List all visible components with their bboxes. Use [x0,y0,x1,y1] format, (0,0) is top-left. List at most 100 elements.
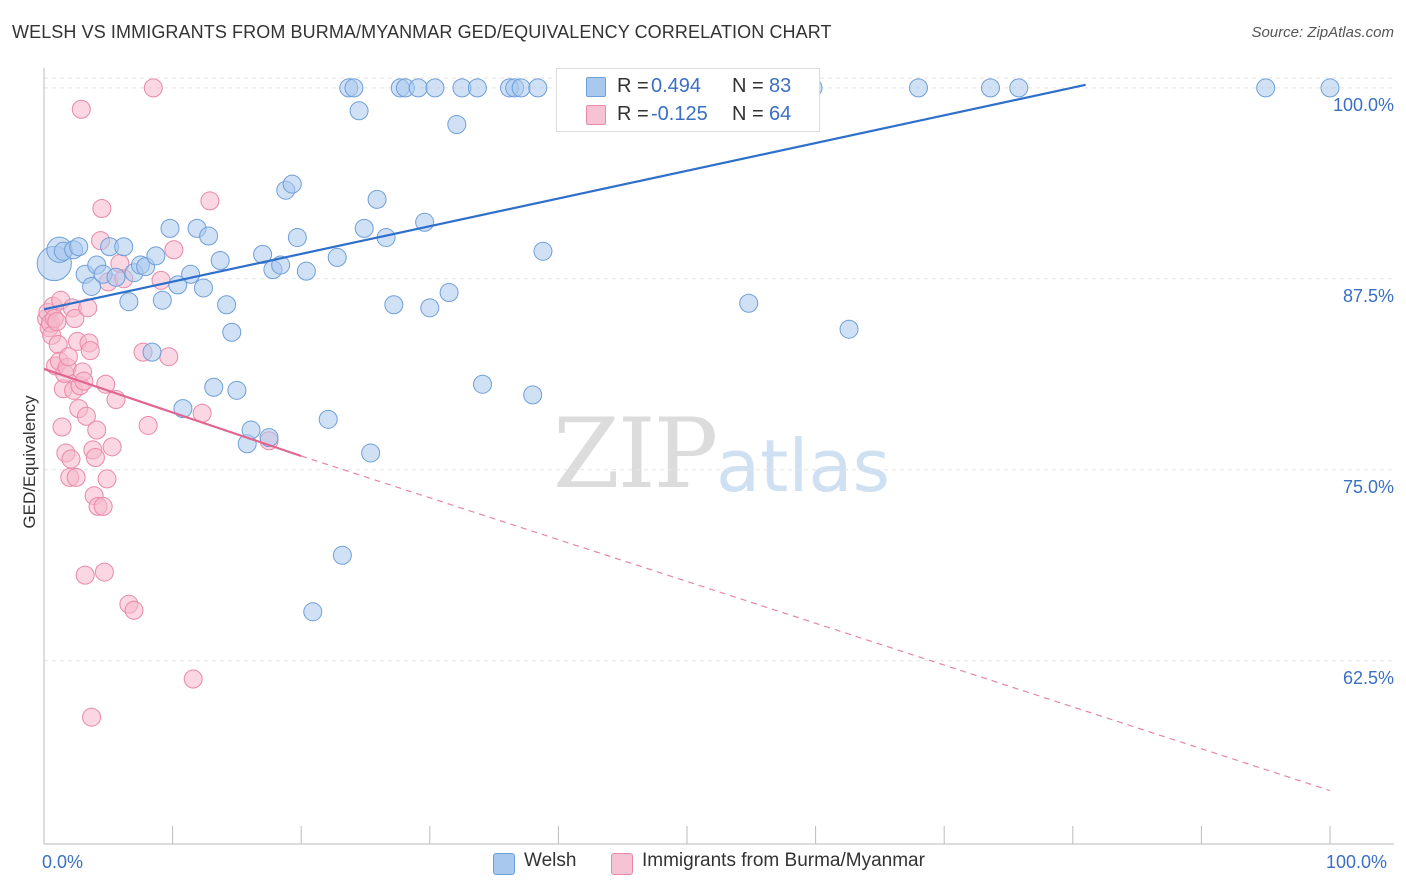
burma-point [159,347,179,367]
legend-r-value-welsh: 0.494 [651,75,702,97]
welsh-point [222,322,242,342]
welsh-point [152,290,172,310]
burma-point [138,415,158,435]
legend-n-label: N = [732,103,764,125]
welsh-point [142,342,162,362]
welsh-point [282,174,302,194]
welsh-point [119,292,139,312]
chart-source: Source: ZipAtlas.com [1251,24,1394,41]
y-tick-label-62-5: 62.5% [1342,667,1394,688]
burma-point [102,437,122,457]
welsh-point [287,228,307,248]
burma-point [75,565,95,585]
burma-point [164,240,184,260]
legend-n-label: N = [732,75,764,97]
axes [43,68,1394,845]
welsh-point [217,295,237,315]
welsh-point [114,237,134,257]
burma-point [200,191,220,211]
chart-title: WELSH VS IMMIGRANTS FROM BURMA/MYANMAR G… [12,22,832,42]
welsh-point [160,218,180,238]
legend-n-value-burma: 64 [769,103,792,125]
legend-swatch-burma [586,105,606,125]
welsh-point [318,409,338,429]
welsh-point [106,267,126,287]
welsh-point [1320,78,1340,98]
welsh-point [354,218,374,238]
welsh-point [467,78,487,98]
welsh-point [181,264,201,284]
welsh-point [82,276,102,296]
welsh-point [384,295,404,315]
burma-point [58,347,78,367]
legend-r-value-burma: -0.125 [651,103,708,125]
burma-point [71,99,91,119]
welsh-point [533,241,553,261]
welsh-point [439,283,459,303]
welsh-point [447,115,467,135]
welsh-point [253,244,273,264]
welsh-point [523,385,543,405]
welsh-point [227,380,247,400]
burma-point [74,371,94,391]
welsh-point [173,399,193,419]
burma-point [76,406,96,426]
burma-point [52,417,72,437]
welsh-point [408,78,428,98]
burma-point [93,496,113,516]
welsh-point [193,278,213,298]
welsh-trend-line [43,83,1086,311]
burma-point [97,469,117,489]
watermark-atlas: atlas [716,424,890,508]
welsh-point [210,250,230,270]
welsh-point [69,237,89,257]
welsh-point [511,78,531,98]
burma-point [92,199,112,219]
welsh-point [908,78,928,98]
burma-point [80,341,100,361]
y-tick-label-87-5: 87.5% [1342,285,1394,306]
welsh-point [349,101,369,121]
burma-point [85,448,105,468]
burma-point [66,467,86,487]
welsh-point [425,78,445,98]
burma-point [124,600,144,620]
series-legend-label-welsh: Welsh [524,850,577,871]
series-legend-swatch-welsh [493,853,515,875]
watermark-zip: ZIP [553,398,718,510]
welsh-point [361,443,381,463]
y-axis-title: GED/Equivalency [20,395,39,529]
welsh-point [332,545,352,565]
welsh-point [473,374,493,394]
legend-swatch-welsh [586,77,606,97]
data-points [36,78,1340,727]
burma-trend-extension [301,455,1331,792]
welsh-point [367,189,387,209]
welsh-point [420,298,440,318]
welsh-point [259,428,279,448]
welsh-point [839,319,859,339]
burma-point [47,312,67,332]
x-tick-label-min: 0.0% [42,852,84,872]
burma-point [61,449,81,469]
series-legend: Welsh Immigrants from Burma/Myanmar [0,850,1406,878]
welsh-point [303,602,323,622]
y-tick-label-100: 100.0% [1332,94,1394,115]
welsh-point [344,78,364,98]
welsh-point [271,255,291,275]
legend-row-burma: R = -0.125 N = 64 [557,100,819,128]
welsh-point [296,261,316,281]
series-legend-label-burma: Immigrants from Burma/Myanmar [642,850,925,871]
welsh-point [980,78,1000,98]
burma-point [87,420,107,440]
burma-point [183,669,203,689]
welsh-point [327,247,347,267]
burma-point [94,562,114,582]
burma-point [151,270,171,290]
welsh-point [739,293,759,313]
welsh-point [204,377,224,397]
legend-row-welsh: R = 0.494 N = 83 [557,72,819,100]
gridlines [44,77,1394,662]
burma-point [143,78,163,98]
